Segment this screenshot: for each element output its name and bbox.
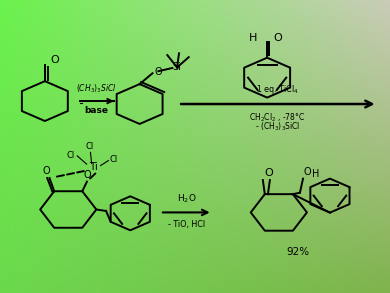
- Text: H$_2$O: H$_2$O: [177, 192, 196, 205]
- Text: Cl: Cl: [85, 142, 94, 151]
- Text: O: O: [83, 170, 91, 180]
- Text: H: H: [249, 33, 257, 43]
- Text: $(CH_3)_3SiCl$: $(CH_3)_3SiCl$: [76, 83, 117, 95]
- Text: O: O: [264, 168, 273, 178]
- Text: 1 eq. TiCl$_4$: 1 eq. TiCl$_4$: [256, 83, 299, 96]
- Text: O: O: [303, 167, 311, 177]
- Text: 92%: 92%: [287, 247, 310, 257]
- Text: O: O: [154, 67, 162, 77]
- Text: Cl: Cl: [110, 155, 118, 164]
- Text: O: O: [43, 166, 50, 176]
- Text: - TiO, HCl: - TiO, HCl: [168, 220, 205, 229]
- Text: Cl: Cl: [67, 151, 75, 160]
- Text: O: O: [51, 55, 59, 65]
- Text: Si: Si: [173, 62, 181, 72]
- Text: Ti: Ti: [89, 162, 98, 172]
- Text: base: base: [85, 106, 109, 115]
- Text: - (CH$_3$)$_3$SiCl: - (CH$_3$)$_3$SiCl: [255, 120, 300, 133]
- Text: H: H: [312, 169, 319, 179]
- Text: CH$_2$Cl$_2$ , -78°C: CH$_2$Cl$_2$ , -78°C: [250, 111, 306, 124]
- Text: O: O: [273, 33, 282, 43]
